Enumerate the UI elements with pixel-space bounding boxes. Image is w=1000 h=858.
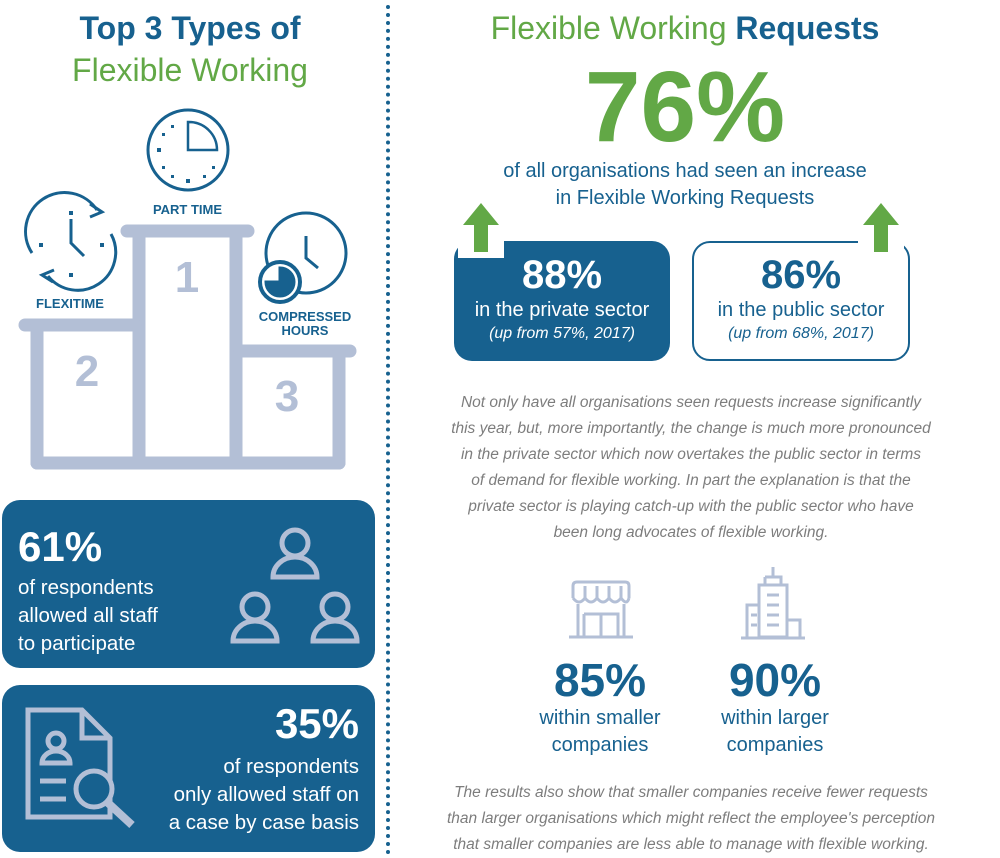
compressed-hours-clock-icon	[258, 211, 348, 304]
card-line: allowed all staff	[18, 604, 158, 627]
public-note: (up from 68%, 2017)	[728, 325, 874, 342]
rank-2: 2	[75, 347, 99, 396]
flexitime-label: FLEXITIME	[36, 296, 104, 311]
stat-line: companies	[551, 734, 649, 756]
private-value: 88%	[521, 253, 603, 297]
paragraph-line: Not only have all organisations seen req…	[460, 394, 922, 411]
shop-icon	[569, 580, 633, 639]
stat-line: within larger	[721, 707, 829, 729]
card-line: a case by case basis	[168, 811, 359, 834]
part-time-clock-icon	[146, 108, 230, 192]
paragraph-line: in the private sector which now overtake…	[460, 446, 922, 463]
paragraph-line: private sector is playing catch-up with …	[468, 498, 914, 515]
public-value: 86%	[760, 253, 842, 297]
headline-line: in Flexible Working Requests	[555, 187, 815, 209]
card-line: to participate	[18, 632, 136, 655]
card-value: 35%	[274, 700, 359, 747]
public-sector-card: 86% in the public sector (up from 68%, 2…	[692, 241, 910, 361]
larger-companies-stat: 90% within larger companies	[685, 655, 865, 759]
stat-value: 90%	[728, 654, 822, 706]
label-line: HOURS	[281, 323, 329, 338]
paragraph-line: that smaller companies are less able to …	[453, 836, 929, 853]
card-all-staff: 61% of respondents allowed all staff to …	[2, 500, 375, 668]
left-title-line1: Top 3 Types of	[79, 10, 301, 46]
paragraph-company-size: The results also show that smaller compa…	[405, 780, 977, 858]
card-line: only allowed staff on	[173, 783, 359, 806]
paragraph-line: than larger organisations which might re…	[446, 810, 936, 827]
private-sector-card: 88% in the private sector (up from 57%, …	[454, 241, 670, 361]
smaller-companies-stat: 85% within smaller companies	[510, 655, 690, 759]
compressed-hours-label: COMPRESSED HOURS	[250, 310, 360, 338]
headline-value: 76%	[584, 51, 786, 163]
podium-illustration: 1 2 3	[18, 108, 357, 470]
rank-3: 3	[275, 372, 299, 421]
public-label: in the public sector	[717, 299, 885, 321]
document-search-icon	[25, 707, 135, 828]
building-icon	[741, 567, 805, 640]
stat-line: within smaller	[539, 707, 661, 729]
paragraph-line: this year, but, more importantly, the ch…	[451, 420, 931, 437]
private-label: in the private sector	[474, 299, 650, 321]
card-case-by-case: 35% of respondents only allowed staff on…	[2, 685, 375, 852]
up-arrow-icon	[458, 200, 504, 258]
paragraph-sector-explanation: Not only have all organisations seen req…	[405, 390, 977, 546]
paragraph-line: been long advocates of flexible working.	[553, 524, 829, 541]
stat-line: companies	[726, 734, 824, 756]
headline-text: of all organisations had seen an increas…	[395, 158, 975, 212]
rank-1: 1	[175, 253, 199, 302]
stat-value: 85%	[553, 654, 647, 706]
title-blue: Requests	[735, 10, 880, 46]
paragraph-line: The results also show that smaller compa…	[454, 784, 928, 801]
right-title: Flexible Working Requests	[395, 8, 975, 48]
paragraph-line: of demand for flexible working. In part …	[471, 472, 911, 489]
title-green: Flexible Working	[490, 10, 727, 46]
podium	[18, 224, 357, 470]
up-arrow-icon	[858, 200, 904, 258]
card-line: of respondents	[18, 576, 154, 599]
users-group-icon	[230, 527, 360, 644]
part-time-label: PART TIME	[152, 202, 223, 217]
card-line: of respondents	[223, 755, 359, 778]
card-value: 61%	[18, 523, 103, 570]
label-line: COMPRESSED	[258, 309, 352, 324]
column-divider	[386, 5, 390, 855]
left-title-line2: Flexible Working	[72, 52, 308, 88]
headline-line: of all organisations had seen an increas…	[503, 160, 867, 182]
flexitime-clock-icon	[24, 191, 118, 292]
private-note: (up from 57%, 2017)	[489, 325, 635, 342]
